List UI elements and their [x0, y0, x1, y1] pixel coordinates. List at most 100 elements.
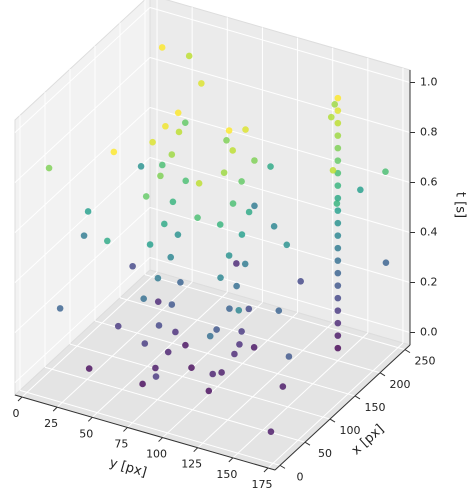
point	[229, 200, 237, 207]
y-tick	[263, 467, 269, 473]
point	[334, 219, 342, 227]
x-tick	[304, 441, 311, 446]
y-tick-label: 125	[181, 458, 202, 471]
point	[242, 126, 249, 133]
point	[154, 274, 162, 282]
point	[334, 332, 342, 339]
point	[149, 138, 156, 146]
point	[129, 262, 136, 270]
grid-line	[14, 257, 151, 383]
x-tick-label: 250	[415, 355, 436, 368]
point	[283, 241, 291, 249]
grid-line	[197, 322, 334, 449]
grid-line	[149, 57, 411, 133]
grid-line	[149, 107, 411, 183]
point	[334, 157, 342, 164]
x-tick-label: 0	[297, 470, 304, 483]
point	[231, 350, 238, 358]
y-tick-label: 100	[146, 448, 167, 461]
point	[334, 282, 342, 289]
grid-line	[119, 297, 381, 374]
point	[236, 341, 243, 348]
point	[382, 168, 389, 175]
grid-line	[14, 57, 151, 183]
y-axis-label: y [px]	[108, 456, 149, 481]
point	[267, 428, 275, 435]
point	[141, 340, 149, 347]
point	[245, 305, 253, 313]
x-tick-label: 100	[340, 424, 361, 437]
point	[168, 151, 176, 158]
z-tick-label: 0.6	[420, 176, 438, 189]
y-tick-label: 25	[44, 417, 58, 430]
x-tick	[379, 372, 386, 377]
grid-line	[21, 271, 158, 398]
point	[238, 231, 246, 238]
point	[334, 244, 342, 252]
point	[152, 373, 160, 380]
point	[251, 157, 258, 164]
point	[245, 208, 253, 216]
y-tick	[87, 416, 93, 422]
point	[241, 260, 249, 268]
x-tick	[329, 418, 336, 423]
point	[177, 279, 184, 286]
point	[80, 232, 88, 239]
y-tick-label: 50	[79, 427, 93, 440]
y-tick	[228, 457, 234, 463]
point	[238, 328, 245, 335]
grid-line	[44, 366, 306, 443]
point	[198, 80, 205, 87]
point	[174, 231, 182, 238]
y-tick	[52, 406, 58, 412]
point	[139, 380, 146, 388]
y-tick-label: 175	[251, 478, 272, 491]
y-tick	[193, 447, 199, 453]
axis-line	[14, 394, 276, 471]
point	[164, 348, 172, 356]
x-tick-label: 50	[318, 447, 332, 460]
point	[334, 269, 342, 277]
x-tick	[404, 349, 411, 354]
point	[382, 259, 390, 267]
point	[158, 161, 166, 169]
point	[334, 194, 342, 202]
point	[175, 128, 183, 136]
grid-line	[14, 7, 151, 133]
grid-line	[232, 332, 369, 459]
point	[334, 207, 342, 214]
point	[220, 169, 228, 176]
point	[158, 44, 166, 51]
point	[45, 164, 53, 172]
x-tick-label: 200	[390, 378, 411, 391]
point	[334, 307, 342, 314]
z-tick-label: 0.4	[420, 226, 438, 239]
point	[110, 148, 118, 156]
point	[334, 169, 342, 177]
point	[333, 200, 341, 207]
point	[142, 193, 150, 200]
point	[181, 119, 189, 126]
point	[329, 166, 337, 174]
x-tick	[279, 464, 286, 469]
grid-line	[149, 207, 411, 283]
point	[267, 163, 274, 170]
point	[188, 364, 195, 371]
point	[216, 221, 224, 228]
y-tick-label: 150	[216, 468, 237, 481]
grid-line	[267, 342, 404, 469]
point	[233, 282, 240, 290]
point	[334, 94, 342, 102]
point	[161, 220, 168, 228]
point	[225, 127, 233, 134]
grid-line	[91, 291, 228, 418]
point	[334, 257, 342, 264]
y-tick	[123, 427, 128, 432]
grid-line	[149, 257, 411, 333]
point	[213, 326, 220, 333]
grid-line	[14, 157, 151, 283]
grid-line	[144, 274, 406, 351]
point	[334, 319, 342, 327]
y-tick-label: 0	[13, 407, 20, 420]
x-tick-label: 150	[365, 401, 386, 414]
